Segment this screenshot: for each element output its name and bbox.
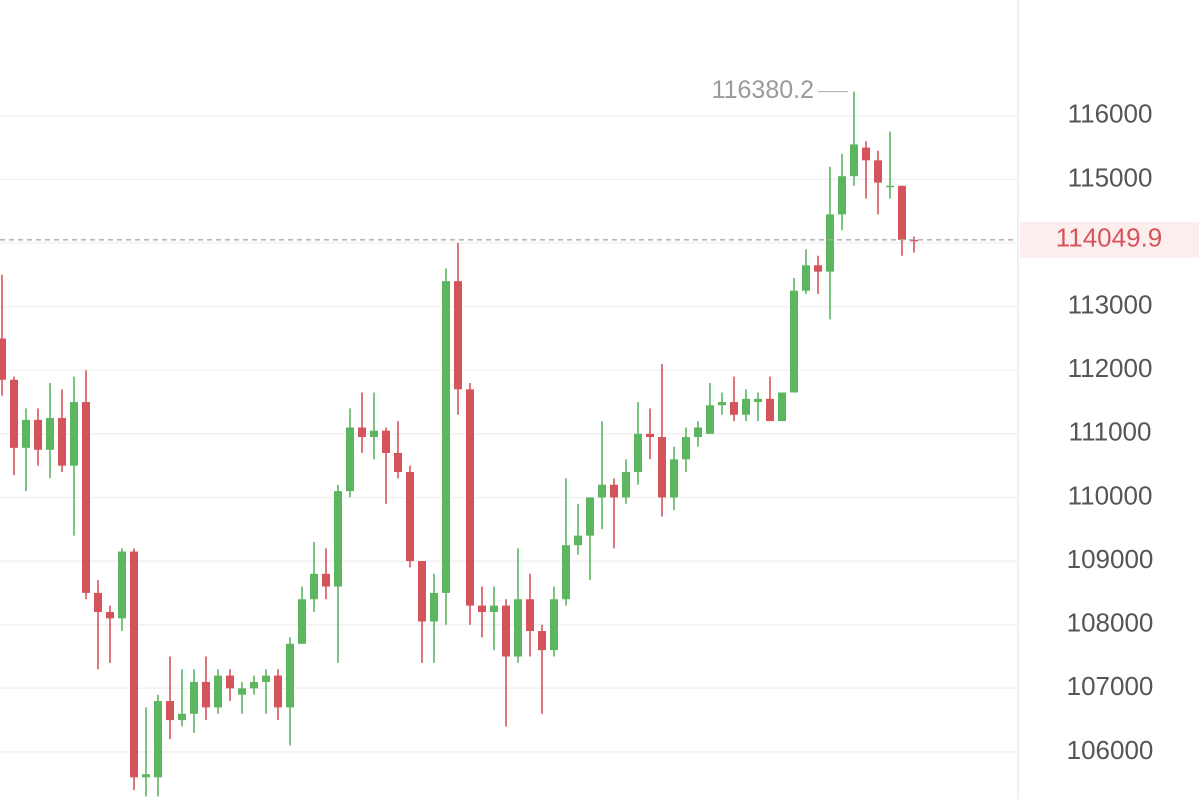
candle-body: [430, 592, 438, 622]
candle-body: [358, 427, 366, 438]
candle-body: [226, 675, 234, 689]
y-tick-label: 111000: [1069, 417, 1152, 447]
y-tick-label: 113000: [1068, 289, 1153, 319]
candle-body: [238, 688, 246, 695]
candle-body: [394, 452, 402, 473]
candle-body: [634, 433, 642, 473]
candle-body: [142, 774, 150, 778]
candle-body: [250, 681, 258, 689]
candle-body: [322, 573, 330, 587]
candle-body: [202, 681, 210, 708]
candle-body: [574, 535, 582, 546]
candle-body: [370, 430, 378, 438]
candle-body: [442, 281, 450, 593]
candle-body: [910, 239, 918, 242]
candle-body: [418, 561, 426, 622]
candle-body: [718, 402, 726, 406]
candle-body: [478, 605, 486, 612]
candle-body: [886, 185, 894, 188]
y-tick-label: 116000: [1068, 99, 1153, 129]
candle-body: [850, 144, 858, 177]
candle-body: [526, 599, 534, 632]
candle-body: [22, 419, 30, 448]
candle-body: [706, 405, 714, 434]
candle-body: [166, 701, 174, 721]
candle-body: [778, 392, 786, 422]
candle-body: [562, 545, 570, 600]
candle-body: [58, 417, 66, 466]
candle-body: [46, 417, 54, 450]
candle-body: [502, 605, 510, 657]
y-tick-label: 110000: [1068, 480, 1153, 510]
candle-body: [262, 675, 270, 682]
candle-body: [730, 402, 738, 415]
candle-body: [286, 643, 294, 708]
candle-body: [670, 459, 678, 498]
candle-body: [898, 185, 906, 240]
candle-body: [658, 437, 666, 498]
candle-body: [550, 599, 558, 651]
candle-body: [514, 599, 522, 657]
max-price-label: 116380.2: [712, 76, 814, 104]
candle-body: [106, 611, 114, 619]
candle-body: [838, 176, 846, 215]
candle-body: [0, 338, 6, 380]
last-price-box: [1020, 221, 1199, 258]
candle-body: [214, 675, 222, 708]
candle-body: [538, 631, 546, 651]
candle-body: [154, 701, 162, 778]
candle-body: [490, 605, 498, 612]
y-tick-label: 115000: [1068, 162, 1153, 192]
candle-body: [10, 379, 18, 448]
candle-body: [34, 419, 42, 450]
candle-body: [874, 160, 882, 183]
candle-body: [406, 472, 414, 562]
candle-body: [610, 484, 618, 498]
candle-body: [586, 497, 594, 536]
candle-body: [742, 398, 750, 415]
y-tick-label: 109000: [1067, 544, 1154, 574]
candle-body: [94, 592, 102, 612]
candle-body: [646, 433, 654, 438]
candle-body: [802, 265, 810, 291]
y-tick-label: 108000: [1067, 608, 1154, 638]
candle-body: [622, 472, 630, 498]
candle-body: [346, 427, 354, 492]
y-tick-label: 107000: [1067, 671, 1154, 701]
candle-body: [826, 214, 834, 272]
candle-body: [82, 402, 90, 593]
y-tick-label: 112000: [1068, 353, 1153, 383]
candle-body: [862, 147, 870, 161]
candle-body: [754, 398, 762, 403]
candle-body: [334, 491, 342, 587]
candle-body: [682, 437, 690, 460]
candle-body: [130, 551, 138, 778]
candle-body: [454, 281, 462, 390]
candle-body: [790, 290, 798, 393]
candle-body: [466, 389, 474, 606]
y-tick-label: 106000: [1067, 735, 1154, 765]
candle-body: [298, 599, 306, 644]
candle-body: [814, 265, 822, 272]
candle-body: [598, 484, 606, 498]
candle-body: [70, 402, 78, 466]
last-price-label: 114049.9: [1056, 223, 1163, 253]
candle-body: [190, 681, 198, 714]
candle-body: [274, 675, 282, 708]
candle-body: [178, 713, 186, 721]
candle-body: [694, 427, 702, 438]
candle-body: [382, 430, 390, 453]
candle-body: [766, 398, 774, 422]
candle-body: [118, 551, 126, 619]
candle-body: [310, 573, 318, 600]
